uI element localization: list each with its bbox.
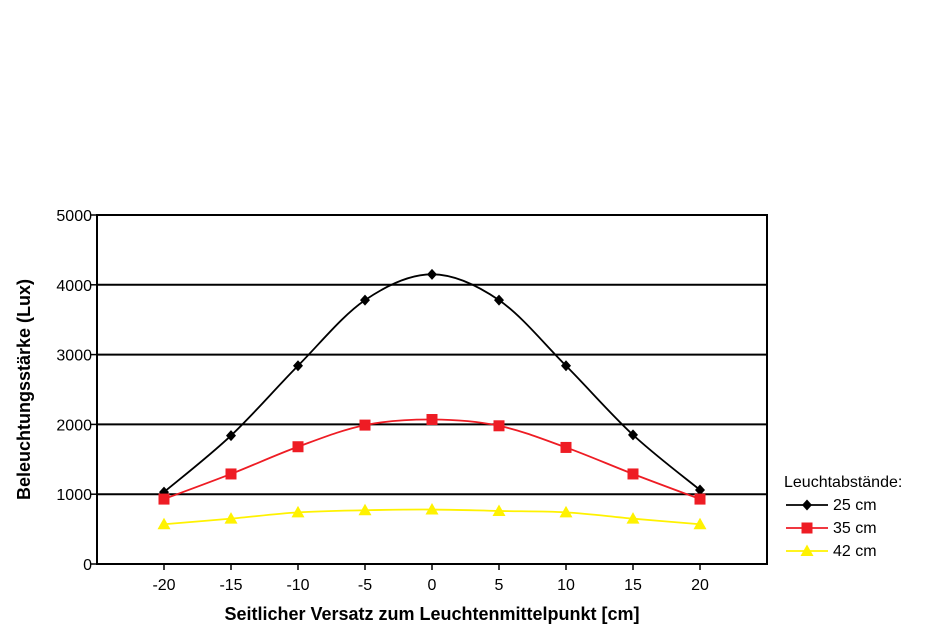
data-point-diamond (802, 499, 812, 511)
x-tick-label: 0 (428, 577, 437, 594)
x-tick-label: 5 (495, 577, 504, 594)
data-point-diamond (561, 360, 571, 372)
data-point-triangle (358, 503, 372, 516)
legend-label: 25 cm (833, 497, 877, 514)
data-point-square (694, 493, 706, 505)
data-point-triangle (291, 505, 305, 518)
x-tick-label: 10 (557, 577, 575, 594)
legend-label: 42 cm (833, 543, 877, 560)
y-tick-label: 5000 (56, 208, 92, 225)
x-tick-label: -10 (286, 577, 309, 594)
series-2 (157, 503, 707, 530)
x-tick-label: -15 (219, 577, 242, 594)
data-point-triangle (693, 517, 707, 530)
data-point-diamond (494, 294, 504, 306)
y-axis-title: Beleuchtungsstärke (Lux) (14, 279, 34, 500)
data-point-triangle (800, 544, 814, 556)
series-1 (158, 414, 706, 505)
data-point-triangle (224, 512, 238, 524)
x-tick-label: 15 (624, 577, 642, 594)
data-point-square (560, 441, 572, 453)
legend-item: 42 cm (786, 543, 877, 560)
data-point-triangle (626, 512, 640, 524)
series-line (163, 418, 701, 500)
legend-item: 25 cm (786, 497, 877, 514)
x-tick-label: 20 (691, 577, 709, 594)
data-point-diamond (360, 294, 370, 306)
gridlines (97, 283, 767, 496)
data-point-square (225, 468, 237, 480)
data-point-square (158, 493, 170, 505)
x-tick-label: -20 (152, 577, 175, 594)
data-point-square (627, 468, 639, 480)
legend: Leuchtabstände: 25 cm 35 cm 42 cm (784, 474, 902, 560)
data-point-square (426, 414, 438, 426)
data-point-triangle (492, 504, 506, 516)
data-point-triangle (157, 517, 171, 530)
data-point-diamond (293, 360, 303, 372)
data-point-diamond (427, 268, 437, 280)
data-point-square (292, 441, 304, 453)
legend-label: 35 cm (833, 520, 877, 537)
y-tick-label: 3000 (56, 348, 92, 365)
y-axis-ticks: 0 1000 2000 3000 4000 5000 (56, 208, 97, 574)
data-point-diamond (628, 429, 638, 441)
y-tick-label: 2000 (56, 417, 92, 434)
x-axis-title: Seitlicher Versatz zum Leuchtenmittelpun… (224, 604, 639, 624)
x-axis-ticks: -20 -15 -10 -5 0 5 10 15 20 (152, 564, 709, 594)
series-0 (159, 268, 705, 498)
x-tick-label: -5 (358, 577, 372, 594)
legend-title: Leuchtabstände: (784, 474, 902, 491)
series-group (157, 268, 707, 530)
data-point-triangle (559, 505, 573, 518)
data-point-square (801, 522, 813, 534)
y-tick-label: 4000 (56, 278, 92, 295)
data-point-triangle (425, 503, 439, 515)
y-tick-label: 1000 (56, 487, 92, 504)
legend-item: 35 cm (786, 520, 877, 537)
data-point-diamond (226, 430, 236, 442)
data-point-square (359, 419, 371, 431)
data-point-diamond (695, 484, 705, 496)
series-line (163, 273, 701, 493)
y-tick-label: 0 (83, 557, 92, 574)
data-point-square (493, 420, 505, 432)
